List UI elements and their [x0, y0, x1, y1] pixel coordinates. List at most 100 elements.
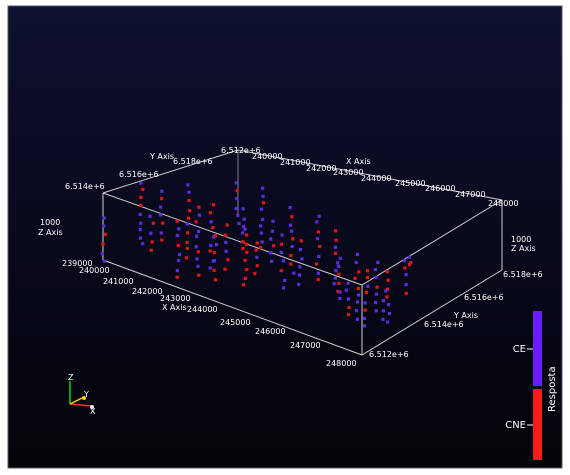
- data-point: [298, 248, 302, 252]
- data-point: [259, 231, 263, 235]
- x-ticks-back: 240000 241000 242000 243000 244000 24500…: [252, 152, 519, 208]
- data-point: [185, 222, 189, 226]
- data-point: [291, 237, 295, 241]
- data-point: [148, 214, 152, 218]
- data-point: [241, 207, 245, 211]
- data-point: [212, 251, 216, 255]
- data-point: [374, 301, 378, 305]
- data-point: [175, 219, 179, 223]
- data-point: [381, 299, 385, 303]
- data-point: [365, 275, 370, 280]
- data-point: [381, 309, 385, 313]
- data-point: [316, 230, 320, 234]
- data-point: [316, 271, 320, 275]
- data-point: [178, 252, 182, 257]
- data-point: [269, 237, 273, 241]
- y-axis-title-back: Y Axis: [149, 152, 174, 161]
- data-point: [290, 229, 294, 233]
- y-tick-right: 6.516e+6: [464, 293, 504, 302]
- data-point: [356, 286, 360, 291]
- data-point: [150, 240, 154, 244]
- data-point: [197, 229, 201, 233]
- legend-swatch-ce: [533, 311, 542, 386]
- data-point: [245, 250, 249, 254]
- data-point: [160, 238, 164, 242]
- data-point: [374, 275, 378, 279]
- data-point: [381, 317, 385, 321]
- data-point: [235, 189, 239, 193]
- data-point: [175, 275, 179, 279]
- data-point: [333, 251, 338, 255]
- data-point: [234, 181, 238, 185]
- data-point: [315, 237, 319, 241]
- data-point: [355, 317, 359, 321]
- orientation-label-x: X: [90, 407, 96, 416]
- data-point: [195, 234, 199, 238]
- data-point: [347, 306, 351, 310]
- data-point: [237, 221, 241, 226]
- data-point: [186, 183, 190, 187]
- data-point: [280, 233, 284, 237]
- data-point: [196, 250, 200, 254]
- data-point: [402, 259, 406, 263]
- data-point: [241, 240, 245, 244]
- data-point: [374, 292, 378, 296]
- data-point: [160, 189, 164, 193]
- data-point: [317, 214, 321, 218]
- data-point: [213, 234, 217, 238]
- z-axis-title-right: Z Axis: [511, 244, 536, 253]
- data-point: [245, 242, 249, 246]
- legend-swatch-cne: [533, 389, 542, 460]
- data-point: [279, 242, 283, 246]
- legend-label-cne: CNE: [505, 420, 526, 431]
- data-point: [102, 224, 106, 228]
- data-point: [354, 309, 359, 313]
- x-tick-front: 239000: [62, 259, 93, 268]
- data-point: [336, 261, 340, 265]
- data-point: [355, 252, 360, 257]
- data-point: [175, 233, 179, 238]
- x-tick-back: 242000: [306, 164, 337, 173]
- y-tick-right: 6.518e+6: [503, 270, 543, 279]
- data-point: [385, 270, 389, 274]
- data-point: [270, 229, 274, 233]
- data-point: [225, 223, 229, 227]
- data-point: [362, 324, 367, 328]
- data-point: [186, 231, 190, 235]
- data-point: [269, 251, 273, 255]
- y-ticks-right: 6.512e+6 6.514e+6 6.516e+6 6.518e+6 Y Ax…: [369, 270, 543, 359]
- data-point: [404, 283, 408, 287]
- data-point: [260, 240, 264, 244]
- data-point: [404, 291, 408, 295]
- data-point: [101, 242, 105, 246]
- data-point: [336, 289, 340, 294]
- data-point: [160, 197, 164, 201]
- x-tick-front: 243000: [160, 294, 191, 303]
- data-point: [254, 248, 258, 252]
- y-tick-right: 6.514e+6: [424, 320, 464, 329]
- data-point: [259, 246, 263, 250]
- data-point: [362, 316, 366, 320]
- data-point: [315, 220, 319, 224]
- data-point: [407, 263, 412, 267]
- data-point: [366, 269, 370, 273]
- data-point: [149, 248, 153, 252]
- x-tick-back: 243000: [333, 168, 364, 177]
- data-point: [224, 249, 228, 253]
- data-point: [176, 244, 180, 248]
- data-point: [375, 285, 379, 289]
- data-point: [188, 209, 192, 213]
- plot-box: [102, 149, 503, 356]
- data-point: [149, 231, 153, 235]
- data-point: [161, 221, 165, 225]
- data-point: [404, 273, 408, 277]
- data-point: [141, 242, 145, 246]
- data-point: [208, 266, 212, 270]
- orientation-label-z: Z: [68, 373, 74, 382]
- orientation-axes: Z Y X: [68, 373, 96, 416]
- data-point: [139, 221, 143, 225]
- x-tick-front: 247000: [290, 341, 321, 350]
- data-point: [386, 320, 390, 324]
- data-point: [344, 288, 348, 292]
